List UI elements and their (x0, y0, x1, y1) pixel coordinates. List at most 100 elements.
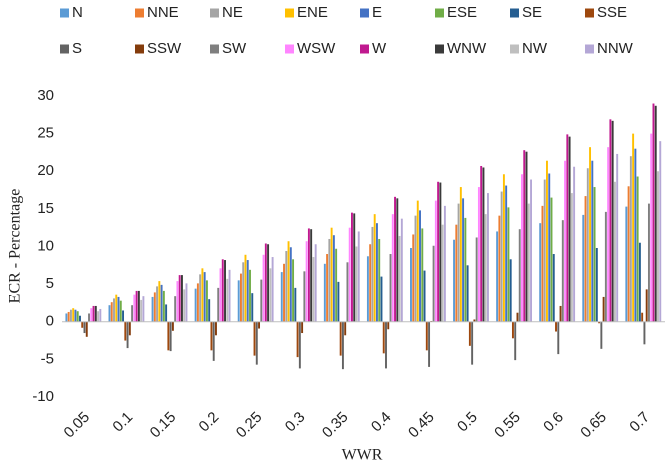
bar (280, 272, 283, 322)
bar (473, 319, 476, 322)
bar (514, 321, 517, 361)
legend-swatch (285, 44, 294, 54)
bar (498, 215, 501, 322)
bar (219, 268, 222, 322)
bar (167, 321, 170, 351)
bar (83, 321, 86, 334)
legend-label: ESE (447, 4, 477, 21)
bar (314, 244, 317, 322)
bar (434, 200, 437, 322)
bar (332, 235, 335, 322)
bar (410, 248, 412, 322)
bar (253, 321, 256, 356)
legend-swatch (285, 8, 294, 18)
bar (561, 220, 564, 322)
x-tick-label: 0.25 (233, 409, 266, 442)
y-axis-label: ECR - Percentage (7, 189, 24, 304)
bar (462, 198, 465, 322)
bar (523, 150, 526, 322)
bar (645, 289, 648, 322)
bar (441, 224, 444, 322)
bar (353, 213, 356, 322)
x-tick-label: 0.1 (109, 409, 136, 436)
bar (378, 238, 381, 322)
bar (264, 243, 267, 322)
bar (153, 292, 156, 322)
bar (158, 281, 161, 322)
bar (131, 305, 134, 322)
bar (439, 182, 442, 322)
bar (165, 304, 168, 322)
bar (199, 274, 202, 322)
legend-label: WSW (297, 40, 336, 57)
x-tick-label: 0.65 (577, 409, 610, 442)
bar (416, 200, 419, 322)
bar (113, 298, 115, 322)
bar (414, 215, 417, 322)
legend-swatch (135, 44, 144, 54)
bar (428, 321, 431, 367)
bar (289, 247, 292, 322)
legend-label: NNE (147, 4, 179, 21)
bar (609, 119, 612, 322)
bar (586, 168, 589, 322)
bar (76, 311, 79, 322)
bar (400, 218, 403, 322)
legend-swatch (360, 44, 369, 54)
bar (174, 296, 177, 322)
bar (625, 206, 628, 322)
bar (126, 321, 129, 349)
bar (543, 179, 546, 322)
bar (647, 203, 650, 322)
bar (421, 228, 424, 322)
bar (496, 231, 499, 322)
legend-swatch (135, 8, 144, 18)
bar (239, 273, 242, 322)
bar (67, 311, 70, 322)
bar (471, 321, 474, 365)
bar (487, 193, 489, 322)
legend-swatch (360, 8, 369, 18)
bar (509, 259, 512, 322)
legend-swatch (60, 44, 69, 54)
bar (201, 268, 204, 322)
legend-swatch (210, 8, 219, 18)
bar (217, 287, 220, 322)
bar (371, 226, 374, 322)
bar (69, 309, 72, 322)
bar (115, 294, 118, 322)
bar (505, 185, 508, 322)
bar (659, 141, 662, 322)
bar (244, 254, 247, 322)
bar (593, 187, 596, 322)
bar (210, 321, 213, 351)
bar (344, 321, 347, 336)
bar (85, 321, 88, 337)
bar (203, 272, 206, 322)
bar (208, 299, 211, 322)
bar (169, 321, 172, 352)
legend-swatch (210, 44, 219, 54)
bar (657, 171, 659, 322)
bar (162, 290, 165, 322)
x-tick-label: 0.35 (319, 409, 352, 442)
legend-label: NW (522, 40, 548, 57)
bar (387, 321, 390, 330)
bar (226, 278, 229, 322)
bar (464, 217, 467, 322)
bar (455, 224, 458, 322)
bar (228, 269, 231, 322)
x-tick-label: 0.55 (491, 409, 524, 442)
legend-label: SW (222, 40, 247, 57)
bar (221, 259, 224, 322)
bar (527, 203, 530, 322)
bar (518, 229, 521, 322)
bar (385, 321, 387, 369)
bar (453, 239, 456, 322)
bar (99, 308, 102, 322)
bar (251, 293, 254, 322)
bar (595, 248, 598, 322)
legend-label: N (72, 4, 83, 21)
bar (654, 105, 657, 322)
bar (117, 296, 120, 322)
